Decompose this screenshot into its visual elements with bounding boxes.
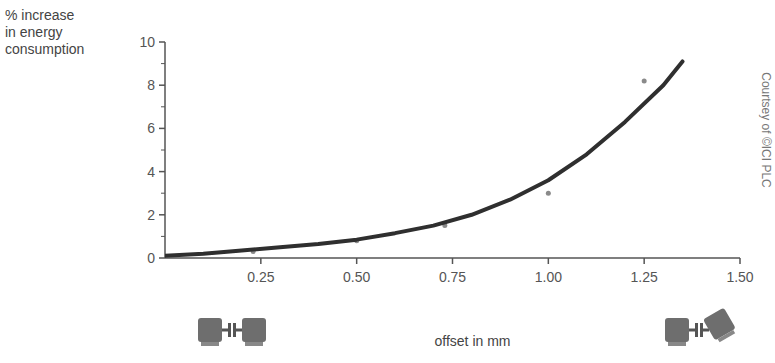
motor-body	[198, 318, 222, 342]
x-tick	[356, 258, 358, 264]
y-tick	[159, 214, 165, 216]
x-tick-label: 1.50	[726, 269, 753, 285]
y-tick	[159, 128, 165, 130]
pump-body	[242, 318, 266, 342]
y-tick-label: 6	[147, 120, 155, 136]
y-minor-tick	[161, 236, 165, 237]
x-tick	[548, 258, 550, 264]
pump	[703, 308, 738, 344]
aligned-icon	[198, 318, 266, 346]
y-tick-label: 4	[147, 164, 155, 180]
y-tick-label: 10	[139, 34, 155, 50]
plot-area	[165, 61, 683, 255]
x-tick-label: 0.50	[343, 269, 370, 285]
shaft	[689, 329, 695, 332]
shaft	[222, 329, 228, 332]
data-point	[642, 78, 647, 83]
shaft	[703, 329, 709, 332]
x-tick	[739, 258, 741, 264]
y-tick	[159, 171, 165, 173]
y-tick-label: 0	[147, 250, 155, 266]
pump-foot	[718, 330, 736, 342]
y-axis-label: consumption	[5, 41, 84, 57]
credit: Courtsey of ©ICI PLC	[759, 72, 773, 188]
y-tick-label: 8	[147, 77, 155, 93]
y-tick	[159, 41, 165, 43]
y-axis-label: % increase	[5, 7, 74, 23]
x-axis-label: offset in mm	[435, 333, 511, 349]
motor-body	[665, 318, 689, 342]
y-minor-tick	[161, 150, 165, 151]
x-tick	[643, 258, 645, 264]
y-tick-label: 2	[147, 207, 155, 223]
coupling	[233, 323, 236, 337]
y-minor-tick	[161, 63, 165, 64]
motor-foot	[668, 342, 686, 346]
x-tick-label: 0.25	[247, 269, 274, 285]
data-point	[546, 191, 551, 196]
y-tick	[159, 257, 165, 259]
y-axis-label: in energy	[5, 24, 63, 40]
fit-curve	[165, 61, 683, 255]
coupling	[695, 323, 698, 337]
y-minor-tick	[161, 106, 165, 107]
x-tick	[260, 258, 262, 264]
pump	[242, 318, 266, 346]
x-tick-label: 1.25	[631, 269, 658, 285]
shaft	[236, 329, 242, 332]
motor-foot	[201, 342, 219, 346]
x-tick	[452, 258, 454, 264]
y-minor-tick	[161, 193, 165, 194]
chart: 0 2 4 6 8 10 0.25 0.50 0.75 1.00 1.25 1.50 % increas…	[0, 0, 775, 363]
misaligned-icon	[665, 308, 738, 346]
coupling	[228, 323, 231, 337]
coupling	[700, 323, 703, 337]
y-tick	[159, 84, 165, 86]
x-tick-label: 1.00	[535, 269, 562, 285]
x-tick-label: 0.75	[439, 269, 466, 285]
pump-foot	[245, 342, 263, 346]
